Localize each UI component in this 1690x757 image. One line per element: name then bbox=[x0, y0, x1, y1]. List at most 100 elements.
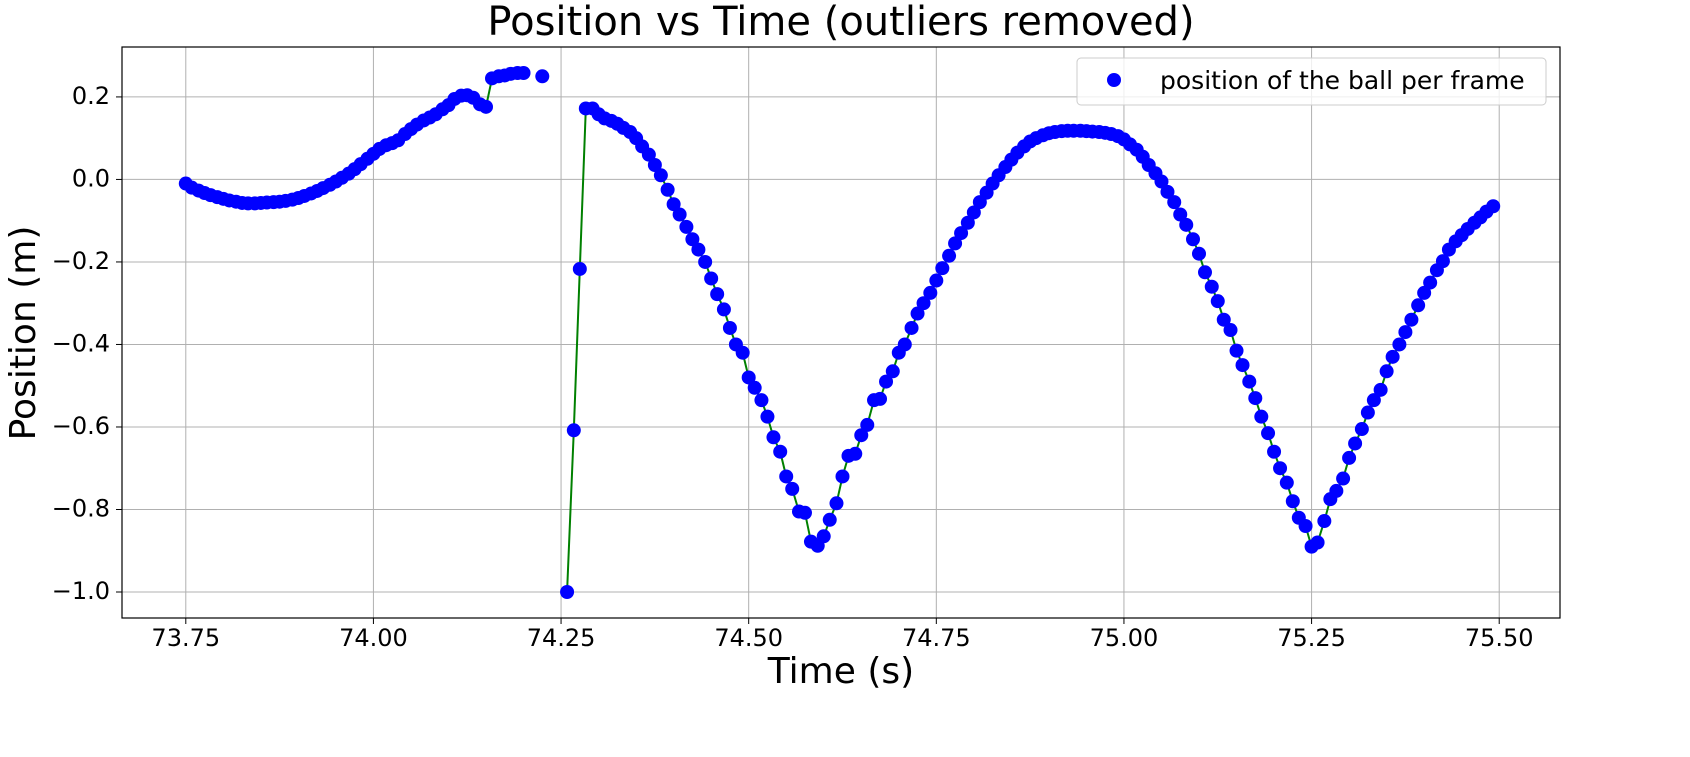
point bbox=[848, 446, 863, 461]
point bbox=[1423, 275, 1438, 290]
point bbox=[1210, 294, 1225, 309]
point bbox=[1392, 337, 1407, 352]
point bbox=[1154, 174, 1169, 189]
x-tick-label: 75.00 bbox=[1090, 624, 1159, 652]
x-tick-label: 74.25 bbox=[527, 624, 596, 652]
point bbox=[1191, 246, 1206, 261]
point bbox=[1242, 374, 1257, 389]
point bbox=[916, 296, 931, 311]
point bbox=[479, 99, 494, 114]
point bbox=[1317, 514, 1332, 529]
point bbox=[566, 423, 581, 438]
point bbox=[1285, 494, 1300, 509]
point bbox=[560, 585, 575, 600]
point bbox=[1342, 450, 1357, 465]
point bbox=[741, 370, 756, 385]
x-axis-label: Time (s) bbox=[767, 651, 914, 692]
point bbox=[1254, 409, 1269, 424]
point bbox=[1398, 325, 1413, 340]
x-tick-label: 73.75 bbox=[151, 624, 220, 652]
point bbox=[966, 205, 981, 220]
point bbox=[822, 512, 837, 527]
point bbox=[641, 147, 656, 162]
y-tick-label: −1.0 bbox=[52, 577, 110, 605]
point bbox=[572, 261, 587, 276]
point bbox=[1248, 391, 1263, 406]
point bbox=[960, 215, 975, 230]
point bbox=[797, 505, 812, 520]
point bbox=[860, 417, 875, 432]
point bbox=[1404, 312, 1419, 327]
point bbox=[879, 374, 894, 389]
point bbox=[1229, 343, 1244, 358]
point bbox=[1160, 184, 1175, 199]
point bbox=[698, 254, 713, 269]
point bbox=[1216, 312, 1231, 327]
point bbox=[942, 248, 957, 263]
point bbox=[679, 219, 694, 234]
point bbox=[1417, 285, 1432, 300]
point bbox=[653, 168, 668, 183]
point bbox=[854, 428, 869, 443]
point bbox=[1366, 393, 1381, 408]
legend-box bbox=[1076, 57, 1547, 106]
point bbox=[1354, 422, 1369, 437]
plot-frame bbox=[121, 46, 1561, 619]
point bbox=[1279, 475, 1294, 490]
point bbox=[672, 207, 687, 222]
point bbox=[1173, 207, 1188, 222]
legend-label: position of the ball per frame bbox=[1160, 66, 1525, 95]
point bbox=[1329, 483, 1344, 498]
point bbox=[1261, 426, 1276, 441]
point bbox=[1411, 298, 1426, 313]
x-tick-label: 75.25 bbox=[1277, 624, 1346, 652]
point bbox=[1273, 461, 1288, 476]
y-tick-label: −0.4 bbox=[52, 329, 110, 357]
point bbox=[829, 496, 844, 511]
point bbox=[754, 393, 769, 408]
point bbox=[1298, 518, 1313, 533]
legend: position of the ball per frame bbox=[1076, 57, 1547, 106]
point bbox=[1198, 265, 1213, 280]
y-tick-label: 0.2 bbox=[72, 82, 110, 110]
point bbox=[760, 409, 775, 424]
point bbox=[897, 337, 912, 352]
point bbox=[647, 157, 662, 172]
point bbox=[904, 320, 919, 335]
point bbox=[1167, 195, 1182, 210]
point bbox=[954, 226, 969, 241]
y-tick-label: 0.0 bbox=[72, 164, 110, 192]
point bbox=[1185, 232, 1200, 247]
point bbox=[1373, 382, 1388, 397]
y-axis-label: Position (m) bbox=[3, 226, 44, 441]
point bbox=[835, 469, 850, 484]
point bbox=[1379, 364, 1394, 379]
point bbox=[766, 430, 781, 445]
x-tick-label: 74.00 bbox=[339, 624, 408, 652]
point bbox=[691, 242, 706, 257]
point bbox=[1235, 358, 1250, 373]
point bbox=[1267, 444, 1282, 459]
point bbox=[1336, 471, 1351, 486]
y-tick-label: −0.6 bbox=[52, 412, 110, 440]
point bbox=[1385, 349, 1400, 364]
point bbox=[1348, 436, 1363, 451]
point bbox=[773, 444, 788, 459]
point bbox=[1204, 279, 1219, 294]
point bbox=[710, 287, 725, 302]
point bbox=[685, 232, 700, 247]
point bbox=[929, 273, 944, 288]
y-tick-label: −0.8 bbox=[52, 494, 110, 522]
point bbox=[735, 345, 750, 360]
point bbox=[923, 285, 938, 300]
legend-marker bbox=[1107, 73, 1121, 87]
x-tick-label: 75.50 bbox=[1465, 624, 1534, 652]
point bbox=[704, 271, 719, 286]
point bbox=[1310, 535, 1325, 550]
point bbox=[1435, 254, 1450, 269]
x-tick-label: 74.75 bbox=[902, 624, 971, 652]
chart-title: Position vs Time (outliers removed) bbox=[487, 0, 1194, 45]
point bbox=[722, 320, 737, 335]
point bbox=[1223, 323, 1238, 338]
